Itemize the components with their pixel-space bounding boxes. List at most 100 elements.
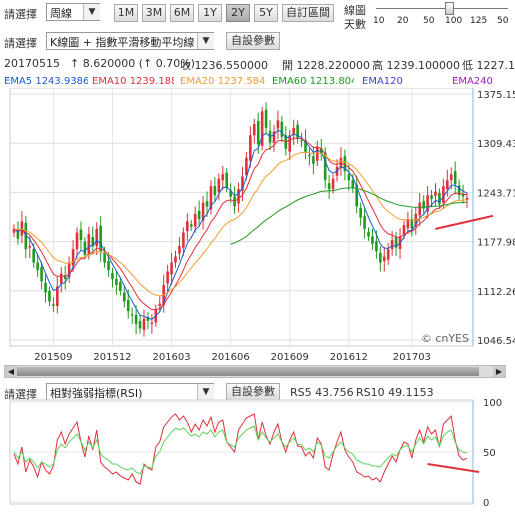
- select-label: 請選擇: [4, 8, 37, 21]
- candle-body: [272, 131, 276, 143]
- candle-body: [296, 124, 299, 140]
- candle-body: [351, 180, 355, 188]
- candle-body: [331, 178, 335, 190]
- chevron-down-icon[interactable]: ▼: [197, 384, 214, 400]
- candle-body: [75, 232, 79, 250]
- custom-range-button[interactable]: 自訂區間: [282, 4, 334, 22]
- x-tick-label: 201509: [34, 352, 72, 363]
- candle-body: [67, 262, 71, 278]
- range-3m-button[interactable]: 3M: [142, 4, 166, 22]
- range-6m-button[interactable]: 6M: [170, 4, 194, 22]
- candlestick-chart[interactable]: 1375.15 1309.43 1243.71 1177.98 1112.26 1046.…: [0, 88, 515, 364]
- quote-low: 低 1227.150000: [462, 59, 515, 72]
- scrollbar-thumb[interactable]: [17, 367, 479, 376]
- candle-body: [99, 225, 102, 252]
- candle-body: [367, 231, 370, 237]
- candle-body: [186, 221, 189, 232]
- candle-body: [182, 232, 185, 248]
- scroll-right-icon[interactable]: ▶: [493, 366, 505, 377]
- candle-body: [453, 171, 457, 184]
- candle-body: [217, 178, 221, 193]
- candle-body: [56, 286, 59, 306]
- quote-close: 收 1236.550000: [180, 59, 268, 72]
- legend-ema120: EMA120: [362, 76, 403, 87]
- slider-tick: 100: [445, 16, 463, 26]
- candle-body: [87, 234, 91, 254]
- range-1y-button[interactable]: 1Y: [198, 4, 222, 22]
- ema20-line: [13, 152, 468, 297]
- candle-body: [91, 237, 95, 247]
- range-5y-button[interactable]: 5Y: [254, 4, 278, 22]
- candle-body: [229, 190, 232, 197]
- rs5-value: RS5 43.756: [290, 386, 354, 399]
- watermark: © cnYES: [421, 332, 469, 345]
- candle-body: [449, 174, 453, 181]
- rsi-trend-line: [427, 463, 480, 473]
- range-1m-button[interactable]: 1M: [114, 4, 138, 22]
- candle-body: [402, 225, 406, 235]
- rsi-y-tick-label: 50: [483, 448, 496, 459]
- candle-body: [111, 273, 114, 280]
- candle-body: [213, 186, 217, 196]
- candle-body: [465, 197, 469, 200]
- y-tick-label: 1309.43: [477, 139, 515, 150]
- slider-tick: 50: [423, 16, 435, 26]
- quote-change: ↑ 8.620000 (↑ 0.70%): [70, 57, 195, 70]
- candle-body: [63, 275, 67, 280]
- candle-body: [122, 292, 126, 302]
- candle-body: [107, 261, 110, 271]
- chart-type-select[interactable]: K線圖 + 指數平滑移動平均線: [46, 32, 214, 50]
- y-tick-label: 1046.54: [477, 336, 515, 347]
- chart-scrollbar[interactable]: ◀ ▶: [4, 365, 506, 378]
- candle-body: [276, 120, 280, 129]
- x-tick-label: 201609: [271, 352, 309, 363]
- candle-body: [201, 202, 205, 221]
- days-slider-thumb[interactable]: [445, 2, 454, 15]
- legend-ema60: EMA60 1213.804: [272, 76, 354, 87]
- candle-body: [363, 216, 366, 229]
- candle-body: [95, 228, 99, 247]
- chevron-down-icon[interactable]: ▼: [83, 4, 100, 20]
- slider-tick: 125: [470, 16, 488, 26]
- custom-params-button[interactable]: 自設參數: [226, 32, 280, 50]
- candle-body: [174, 256, 177, 263]
- candle-body: [426, 195, 429, 212]
- slider-tick: 20: [397, 16, 409, 26]
- candle-body: [418, 202, 422, 216]
- scroll-left-icon[interactable]: ◀: [5, 366, 17, 377]
- indicator-select-value: 相對強弱指標(RSI): [50, 387, 143, 400]
- period-select-value: 周線: [50, 7, 72, 20]
- candle-body: [390, 240, 394, 250]
- candle-body: [457, 185, 461, 196]
- range-2y-button[interactable]: 2Y: [226, 4, 250, 22]
- candle-body: [158, 303, 162, 306]
- select-label: 請選擇: [4, 388, 37, 401]
- candle-body: [304, 139, 307, 152]
- rsi-rs10-line: [13, 425, 468, 475]
- candle-body: [461, 193, 465, 197]
- x-tick-label: 201603: [152, 352, 190, 363]
- candle-body: [280, 121, 284, 137]
- candle-body: [79, 229, 83, 241]
- candle-body: [386, 249, 390, 260]
- candle-body: [170, 262, 173, 275]
- candle-body: [36, 262, 39, 271]
- candle-body: [394, 237, 398, 248]
- legend-ema5: EMA5 1243.9386: [4, 76, 88, 87]
- y-tick-label: 1243.71: [477, 188, 515, 199]
- quote-date: 20170515: [4, 57, 60, 70]
- select-label: 請選擇: [4, 37, 37, 50]
- candle-body: [209, 186, 213, 210]
- slider-tick: 10: [373, 16, 385, 26]
- chevron-down-icon[interactable]: ▼: [197, 33, 214, 49]
- candle-body: [434, 191, 437, 196]
- days-slider-track[interactable]: [376, 8, 508, 9]
- candle-body: [245, 157, 248, 175]
- chart-type-value: K線圖 + 指數平滑移動平均線: [50, 36, 195, 49]
- candle-body: [347, 174, 351, 181]
- candle-body: [40, 267, 43, 282]
- rsi-chart[interactable]: 100 50 0: [0, 398, 515, 510]
- rsi-y-tick-label: 100: [483, 398, 502, 409]
- legend-ema240: EMA240: [452, 76, 493, 87]
- candle-body: [16, 228, 20, 239]
